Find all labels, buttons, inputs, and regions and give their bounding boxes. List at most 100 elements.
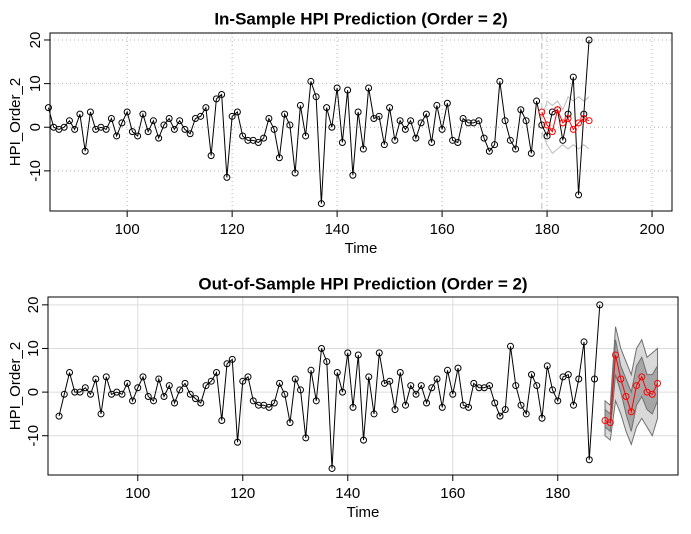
data-point: [218, 416, 226, 424]
data-point: [318, 344, 326, 352]
data-point: [612, 351, 620, 359]
data-point: [517, 106, 525, 114]
x-tick-label: 100: [125, 485, 150, 502]
data-point: [596, 301, 604, 309]
data-point: [533, 97, 541, 105]
data-point: [580, 338, 588, 346]
data-point: [291, 169, 299, 177]
data-point: [349, 403, 357, 411]
data-point: [291, 375, 299, 383]
chart-title: In-Sample HPI Prediction (Order = 2): [214, 9, 507, 28]
data-point: [485, 147, 493, 155]
data-point: [386, 377, 394, 385]
data-point: [454, 364, 462, 372]
data-point: [522, 410, 530, 418]
data-point: [239, 132, 247, 140]
data-point: [123, 108, 131, 116]
data-point: [402, 401, 410, 409]
data-point: [212, 95, 220, 103]
data-point: [407, 117, 415, 125]
data-point: [76, 388, 84, 396]
data-point: [548, 128, 556, 136]
data-point: [417, 119, 425, 127]
data-point: [207, 377, 215, 385]
data-point: [139, 373, 147, 381]
y-tick-label: 10: [25, 340, 42, 357]
data-point: [423, 399, 431, 407]
data-point: [55, 412, 63, 420]
data-point: [354, 351, 362, 359]
data-point: [517, 401, 525, 409]
data-point: [638, 373, 646, 381]
data-point: [465, 403, 473, 411]
data-point: [65, 117, 73, 125]
data-point: [223, 173, 231, 181]
data-point: [107, 115, 115, 123]
data-point: [233, 108, 241, 116]
data-point: [228, 112, 236, 120]
data-point: [459, 115, 467, 123]
data-point: [102, 125, 110, 133]
data-point: [438, 125, 446, 133]
data-point: [312, 93, 320, 101]
y-tick-label: 20: [27, 32, 44, 49]
data-point: [654, 379, 662, 387]
series-line: [58, 304, 601, 469]
data-point: [444, 366, 452, 374]
x-tick-label: 100: [115, 221, 140, 238]
x-tick-label: 140: [335, 485, 360, 502]
data-point: [249, 397, 257, 405]
data-point: [128, 128, 136, 136]
x-tick-label: 120: [220, 221, 245, 238]
data-point: [617, 375, 625, 383]
data-point: [223, 360, 231, 368]
data-point: [354, 108, 362, 116]
data-point: [528, 371, 536, 379]
data-point: [118, 390, 126, 398]
data-point: [443, 99, 451, 107]
data-point: [186, 130, 194, 138]
data-point: [134, 132, 142, 140]
data-point: [160, 121, 168, 129]
data-point: [60, 123, 68, 131]
data-point: [344, 349, 352, 357]
data-point: [139, 110, 147, 118]
data-point: [307, 77, 315, 85]
data-point: [197, 112, 205, 120]
data-point: [580, 110, 588, 118]
data-point: [244, 136, 252, 144]
data-point: [538, 121, 546, 129]
data-point: [401, 125, 409, 133]
data-point: [543, 132, 551, 140]
data-point: [323, 104, 331, 112]
data-point: [438, 403, 446, 411]
data-point: [464, 119, 472, 127]
data-point: [380, 141, 388, 149]
band-upper: [541, 95, 590, 119]
y-axis-label: HPI_Order_2: [7, 342, 24, 430]
data-point: [129, 397, 137, 405]
data-point: [486, 382, 494, 390]
data-point: [564, 110, 572, 118]
data-point: [428, 139, 436, 147]
data-point: [150, 397, 158, 405]
data-point: [113, 132, 121, 140]
data-point: [391, 406, 399, 414]
data-point: [118, 119, 126, 127]
data-point: [501, 406, 509, 414]
data-point: [87, 390, 95, 398]
data-point: [134, 384, 142, 392]
plot-frame: [47, 296, 679, 476]
data-point: [155, 375, 163, 383]
data-point: [328, 123, 336, 131]
data-point: [160, 392, 168, 400]
data-point: [454, 139, 462, 147]
data-point: [622, 392, 630, 400]
data-point: [496, 412, 504, 420]
data-point: [417, 382, 425, 390]
data-point: [585, 456, 593, 464]
data-point: [333, 84, 341, 92]
data-point: [276, 379, 284, 387]
data-point: [349, 171, 357, 179]
